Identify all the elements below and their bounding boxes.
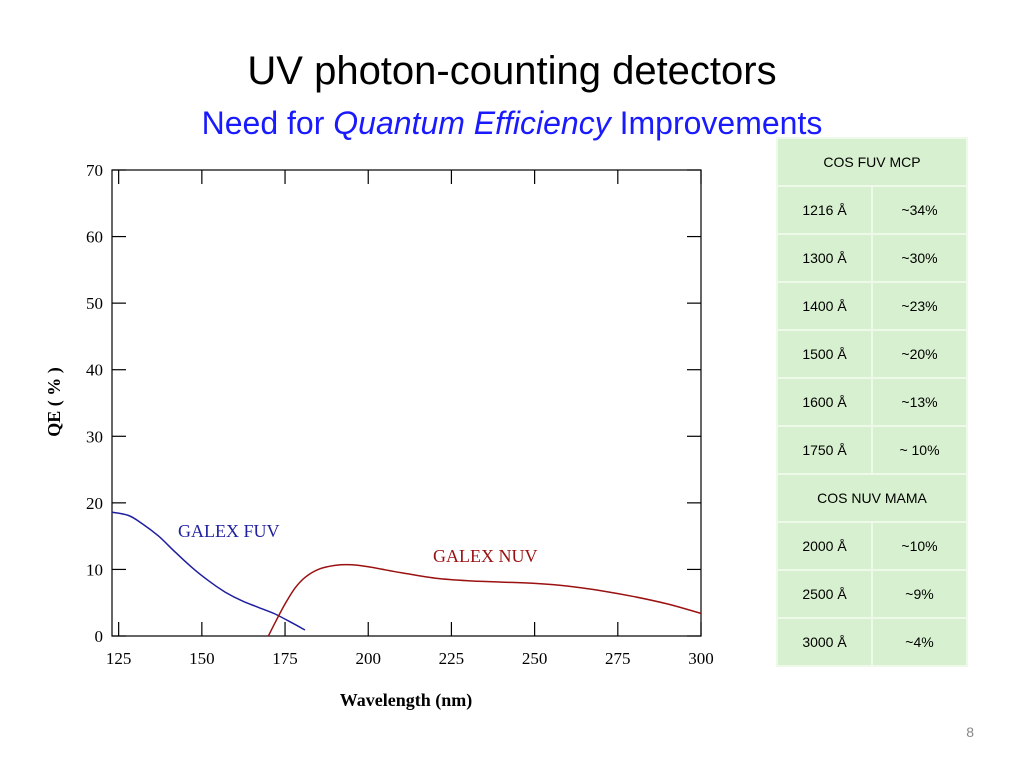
table-header-cos-fuv-mcp: COS FUV MCP [776, 137, 968, 187]
series-line-galex-fuv [111, 511, 306, 631]
x-axis-title: Wavelength (nm) [340, 690, 473, 711]
y-tick-label: 40 [86, 361, 103, 380]
x-tick-label: 150 [189, 649, 215, 668]
fuv-row: 1400 Å ~23% [776, 281, 968, 331]
y-tick-label: 60 [86, 228, 103, 247]
nuv-wavelength: 2500 Å [776, 569, 873, 619]
nuv-row: 3000 Å ~4% [776, 617, 968, 667]
nuv-qe: ~9% [871, 569, 968, 619]
fuv-qe: ~23% [871, 281, 968, 331]
fuv-qe: ~13% [871, 377, 968, 427]
y-tick-label: 10 [86, 560, 103, 579]
slide-title: UV photon-counting detectors [247, 49, 777, 93]
nuv-wavelength: 2000 Å [776, 521, 873, 571]
qe-chart: 125 150 175 200 225 250 275 300010203040506070 … [44, 161, 714, 711]
y-tick-label: 30 [86, 427, 103, 446]
fuv-wavelength: 1300 Å [776, 233, 873, 283]
subtitle-prefix: Need for [201, 105, 334, 141]
nuv-row: 2000 Å ~10% [776, 521, 968, 571]
y-tick-label: 20 [86, 494, 103, 513]
fuv-row: 1750 Å ~ 10% [776, 425, 968, 475]
nuv-qe: ~10% [871, 521, 968, 571]
qe-table: COS FUV MCP 1216 Å ~34% 1300 Å ~30% 1400 Å ~23… [776, 137, 968, 667]
x-tick-label: 275 [605, 649, 631, 668]
fuv-wavelength: 1750 Å [776, 425, 873, 475]
fuv-qe: ~20% [871, 329, 968, 379]
series-label-galex-nuv: GALEX NUV [433, 546, 537, 566]
subtitle-suffix: Improvements [610, 105, 823, 141]
x-tick-label: 250 [522, 649, 548, 668]
fuv-qe: ~30% [871, 233, 968, 283]
fuv-wavelength: 1600 Å [776, 377, 873, 427]
fuv-qe: ~34% [871, 185, 968, 235]
table-header-cos-nuv-mama-row: COS NUV MAMA [776, 473, 968, 523]
slide-subtitle: Need for Quantum Efficiency Improvements [0, 104, 1024, 142]
y-tick-label: 70 [86, 161, 103, 180]
nuv-qe: ~4% [871, 617, 968, 667]
y-tick-label: 50 [86, 294, 103, 313]
y-axis-title: QE ( % ) [44, 367, 65, 437]
fuv-wavelength: 1400 Å [776, 281, 873, 331]
fuv-wavelength: 1216 Å [776, 185, 873, 235]
nuv-wavelength: 3000 Å [776, 617, 873, 667]
x-tick-label: 300 [688, 649, 714, 668]
x-tick-label: 200 [355, 649, 381, 668]
series-label-galex-fuv: GALEX FUV [178, 521, 280, 541]
x-tick-label: 125 [106, 649, 132, 668]
x-tick-label: 175 [272, 649, 298, 668]
table-header-cos-fuv-mcp-row: COS FUV MCP [776, 137, 968, 187]
y-tick-label: 0 [95, 627, 104, 646]
fuv-row: 1500 Å ~20% [776, 329, 968, 379]
page-number: 8 [966, 724, 974, 740]
fuv-row: 1216 Å ~34% [776, 185, 968, 235]
series-line-galex-nuv [267, 563, 702, 637]
fuv-row: 1300 Å ~30% [776, 233, 968, 283]
plot-frame [111, 169, 702, 637]
table-header-cos-nuv-mama: COS NUV MAMA [776, 473, 968, 523]
nuv-row: 2500 Å ~9% [776, 569, 968, 619]
subtitle-emphasis: Quantum Efficiency [333, 105, 611, 141]
fuv-wavelength: 1500 Å [776, 329, 873, 379]
x-tick-label: 225 [439, 649, 465, 668]
fuv-row: 1600 Å ~13% [776, 377, 968, 427]
fuv-qe: ~ 10% [871, 425, 968, 475]
